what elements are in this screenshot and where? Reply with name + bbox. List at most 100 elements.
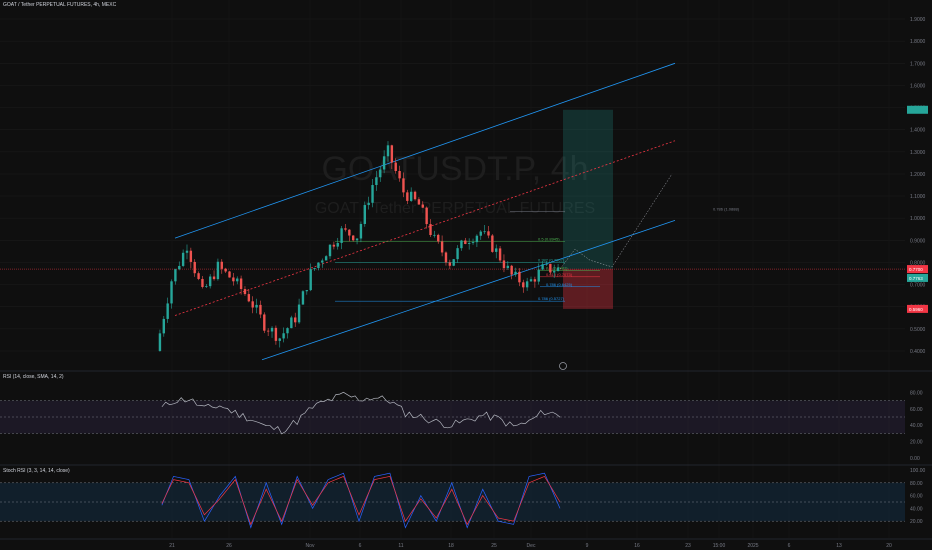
- candle-body: [216, 261, 220, 280]
- candle-body: [236, 278, 239, 282]
- price-tick-label: 1.4000: [910, 128, 926, 134]
- candle-body: [371, 185, 374, 203]
- pane-series-line: [161, 475, 561, 526]
- candle-body: [522, 282, 525, 288]
- candle-body: [170, 281, 173, 304]
- candle-body: [220, 261, 223, 269]
- fib-level-label: 0.5 (0.8945): [538, 236, 560, 241]
- price-tick-label: 1.7000: [910, 61, 926, 67]
- stoch-title[interactable]: Stoch RSI (3, 3, 14, 14, close): [3, 468, 70, 474]
- candle-body: [406, 192, 409, 201]
- candle-body: [317, 262, 320, 269]
- rsi-title[interactable]: RSI (14, close, SMA, 14, 2): [3, 374, 64, 380]
- price-tick-label: 1.3000: [910, 150, 926, 156]
- candle-body: [301, 291, 305, 305]
- candle-body: [158, 333, 162, 351]
- candle-body: [498, 248, 502, 261]
- time-tick-label: 15:00: [713, 543, 726, 549]
- candle-body: [324, 256, 328, 261]
- candle-body: [541, 264, 544, 270]
- fib-level-label: 0.786 (0.5727): [538, 296, 565, 301]
- candle-body: [189, 250, 193, 262]
- candle-body: [274, 327, 278, 341]
- candle-body: [266, 330, 270, 332]
- candle-body: [228, 271, 231, 278]
- candle-body: [429, 224, 432, 236]
- candle-body: [487, 231, 490, 236]
- candle-body: [421, 204, 424, 208]
- long-position-tool[interactable]: [0, 109, 905, 309]
- symbol-title[interactable]: GOAT / Tether PERPETUAL FUTURES, 4h, MEX…: [3, 2, 117, 8]
- candle-body: [502, 260, 506, 269]
- current-price-tag: 0.7700: [909, 267, 923, 272]
- pane-tick-label: 60.00: [910, 407, 923, 413]
- candle-body: [409, 191, 413, 201]
- watermark-description: GOAT / Tether PERPETUAL FUTURES: [315, 200, 595, 217]
- candle-body: [193, 261, 196, 274]
- candle-body: [382, 156, 386, 170]
- candle-body: [305, 290, 309, 292]
- profit-zone: [563, 109, 613, 270]
- candle-body: [201, 278, 204, 287]
- candle-body: [491, 235, 494, 252]
- candle-body: [464, 240, 467, 244]
- level-price-tag-bg: [907, 273, 928, 282]
- candle-body: [224, 268, 227, 272]
- candle-body: [471, 242, 475, 244]
- fib-retracement[interactable]: 0.786 (1.0888) 0.5 (0.8945) 0.382 (0.7962)…: [335, 207, 740, 302]
- price-tick-label: 1.0000: [910, 216, 926, 222]
- time-tick-label: Nov: [306, 543, 315, 549]
- loss-zone: [563, 269, 613, 309]
- candle-body: [259, 304, 262, 315]
- candle-body: [367, 202, 370, 206]
- candle-body: [413, 191, 417, 200]
- candle-body: [321, 260, 324, 263]
- pane-tick-label: 20.00: [910, 519, 923, 525]
- candle-body: [556, 267, 560, 272]
- projection-path[interactable]: [559, 173, 673, 270]
- time-tick-label: 20: [886, 543, 892, 549]
- candle-body: [549, 263, 552, 273]
- candle-body: [467, 243, 471, 244]
- time-tick-label: 18: [448, 543, 454, 549]
- candle-body: [348, 229, 351, 236]
- candle-body: [506, 265, 510, 269]
- candle-body: [239, 278, 243, 290]
- candle-body: [263, 314, 266, 331]
- candle-body: [456, 248, 459, 260]
- price-tick-label: 0.4000: [910, 349, 926, 355]
- candle-body: [352, 235, 355, 241]
- time-axis[interactable]: 21 26 Nov 6 11 18 25 Dec 9 16 23 15:00 2025 6 13 20: [0, 538, 932, 549]
- price-axis[interactable]: 1.90001.80001.70001.60001.50001.40001.30…: [907, 17, 928, 355]
- pane-tick-label: 60.00: [910, 494, 923, 500]
- candle-body: [174, 269, 177, 282]
- candle-body: [344, 228, 347, 230]
- candle-body: [355, 238, 359, 241]
- candle-body: [529, 279, 533, 282]
- candle-body: [448, 262, 452, 266]
- indicator-panes: 80.00 60.00 40.00 20.00 0.00 100.00 80.00 60.00…: [0, 370, 932, 529]
- pane-tick-label: 80.00: [910, 390, 923, 396]
- candle-body: [247, 294, 251, 302]
- candle-body: [514, 271, 517, 275]
- candle-body: [375, 177, 378, 186]
- candle-body: [533, 279, 537, 282]
- candle-body: [309, 269, 312, 291]
- candle-body: [243, 289, 247, 295]
- channel-lower-line: [261, 220, 676, 361]
- candle-body: [336, 242, 339, 247]
- candle-body: [398, 170, 401, 179]
- candle-body: [553, 271, 556, 273]
- time-tick-label: 6: [788, 543, 791, 549]
- pane-tick-label: 40.00: [910, 506, 923, 512]
- candle-body: [444, 252, 448, 263]
- candle-body: [340, 228, 343, 243]
- goto-realtime-icon[interactable]: [559, 362, 567, 370]
- candle-body: [518, 271, 521, 283]
- time-tick-label: 6: [359, 543, 362, 549]
- channel-upper-line: [174, 62, 676, 239]
- candle-body: [363, 205, 366, 224]
- time-tick-label: 26: [226, 543, 232, 549]
- parallel-channel[interactable]: [174, 62, 676, 361]
